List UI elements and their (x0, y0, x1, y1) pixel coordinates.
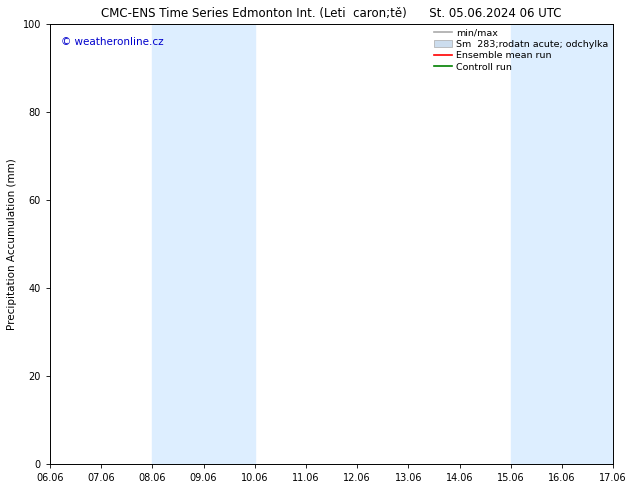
Bar (152, 24, 255, 464)
Bar (511, 24, 613, 464)
Text: © weatheronline.cz: © weatheronline.cz (61, 37, 164, 47)
Title: CMC-ENS Time Series Edmonton Int. (Leti  caron;tě)      St. 05.06.2024 06 UTC: CMC-ENS Time Series Edmonton Int. (Leti … (101, 7, 562, 20)
Y-axis label: Precipitation Accumulation (mm): Precipitation Accumulation (mm) (7, 158, 17, 330)
Legend: min/max, Sm  283;rodatn acute; odchylka, Ensemble mean run, Controll run: min/max, Sm 283;rodatn acute; odchylka, … (432, 27, 611, 74)
